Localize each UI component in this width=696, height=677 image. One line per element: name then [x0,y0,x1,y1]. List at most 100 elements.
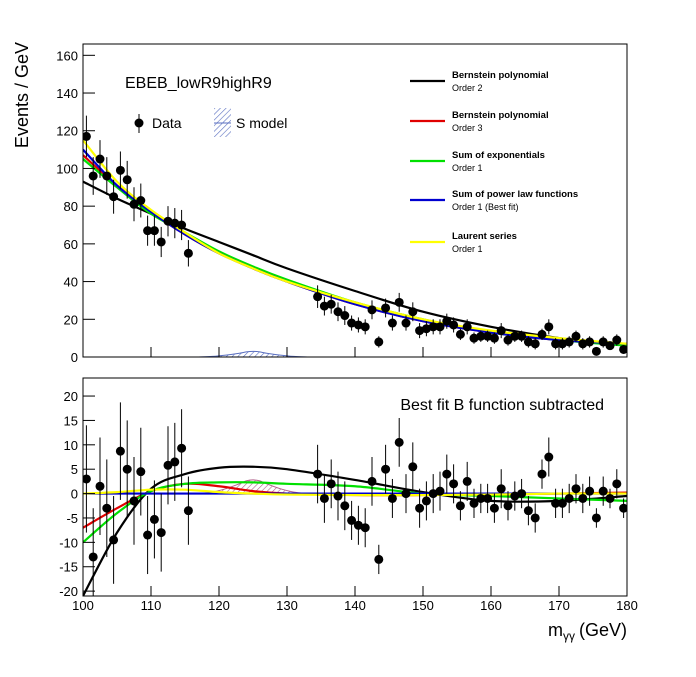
fit-curve [83,481,627,544]
data-point [143,226,153,236]
data-point [619,503,627,513]
data-point [183,248,193,258]
data-point [381,464,391,474]
data-point [503,501,513,511]
y-tick-label: 5 [71,462,78,477]
data-point [557,498,567,508]
data-point [442,469,452,479]
legend-label: Bernstein polynomial [452,110,549,121]
data-point [605,493,615,503]
y-tick-label: -15 [59,560,78,575]
data-point [347,515,357,525]
data-point [347,318,357,328]
data-point [83,474,91,484]
data-point [503,335,513,345]
data-point [476,331,486,341]
top-panel: 0 20 40 60 80 100 120 140 160 Data S model Bernstei… [56,43,628,365]
data-point [598,486,608,496]
data-point [571,331,581,341]
data-point [129,496,139,506]
data-point [585,486,595,496]
data-point [95,154,105,164]
x-tick-label: 100 [72,598,94,613]
data-point [435,322,445,332]
data-point [381,303,391,313]
data-point [319,301,329,311]
data-point [177,220,187,230]
data-point [115,446,125,456]
data-point [537,469,547,479]
data-point [489,503,499,513]
data-point [353,320,363,330]
data-point [469,333,479,343]
data-point [102,171,112,181]
y-tick-label: 15 [64,413,78,428]
data-point [530,339,540,349]
x-tick-label: 140 [344,598,366,613]
data-point [115,165,125,175]
data-point [557,339,567,349]
data-point [551,498,561,508]
x-label-unit: (GeV) [579,620,627,640]
y-tick-label: 20 [64,312,78,327]
annotation: Best fit B function subtracted [400,397,604,414]
data-point [517,331,527,341]
y-tick-label: -10 [59,535,78,550]
data-point [340,501,350,511]
data-point [530,513,540,523]
data-point [122,175,132,185]
data-point [435,486,445,496]
data-point [489,333,499,343]
data-point [136,467,146,477]
data-point [462,322,472,332]
data-point [517,489,527,499]
data-point [442,316,452,326]
y-axis-label: Events / GeV [12,42,32,148]
data-point [326,479,336,489]
data-point [387,493,397,503]
data-point [462,476,472,486]
data-point [333,491,343,501]
data-point [564,337,574,347]
bottom-panel: -20 -15 -10 -5 0 5 10 15 20 100 110 120 130 140 150 160… [59,377,638,613]
data-point [483,493,493,503]
data-point [619,344,627,354]
data-point [95,481,105,491]
x-tick-label: 120 [208,598,230,613]
data-point [367,305,377,315]
legend-sublabel: Order 2 [452,83,483,93]
data-point [537,329,547,339]
data-point [449,320,459,330]
data-point [88,171,98,181]
data-point [183,506,193,516]
category-label: EBEB_lowR9highR9 [125,75,272,92]
data-point [374,337,384,347]
x-tick-label: 170 [548,598,570,613]
data-point [455,501,465,511]
data-point [319,493,329,503]
data-point [313,292,323,302]
data-point [605,341,615,351]
x-label-subscript: γγ [563,629,575,643]
data-point [170,457,180,467]
y-tick-label: 60 [64,237,78,252]
data-point [149,514,159,524]
data-point [326,299,336,309]
data-point [156,237,166,247]
data-point [564,493,574,503]
data-point [374,554,384,564]
data-point [177,443,187,453]
data-point [415,503,425,513]
data-point [496,326,506,336]
signal-area [198,479,308,495]
data-point [612,479,622,489]
y-tick-label: 20 [64,389,78,404]
data-point [122,464,132,474]
x-tick-label: 180 [616,598,638,613]
data-point [394,297,404,307]
legend-data-marker [134,118,144,128]
data-point [401,318,411,328]
data-point [571,484,581,494]
